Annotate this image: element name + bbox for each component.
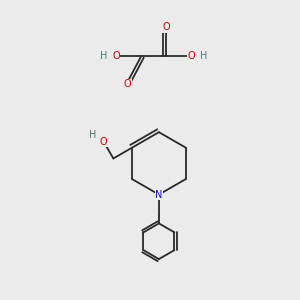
- Text: H: H: [89, 130, 96, 140]
- Text: O: O: [124, 79, 131, 89]
- Text: O: O: [112, 51, 120, 62]
- Text: O: O: [163, 22, 170, 32]
- Text: H: H: [200, 51, 208, 62]
- Text: O: O: [188, 51, 195, 62]
- Text: H: H: [100, 51, 107, 62]
- Text: N: N: [155, 190, 163, 200]
- Text: O: O: [100, 137, 107, 147]
